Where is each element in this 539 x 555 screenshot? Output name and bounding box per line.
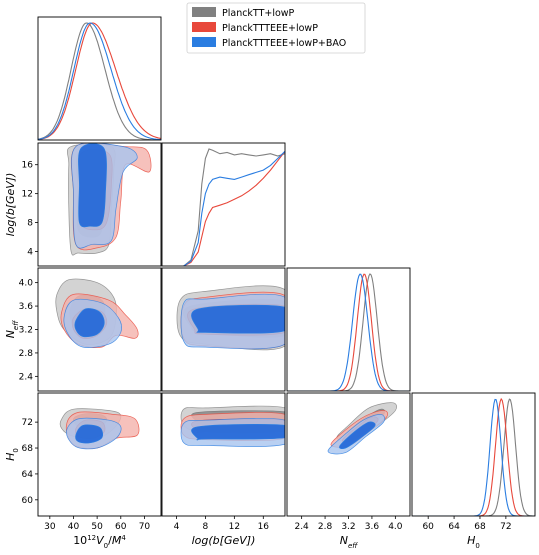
contour-1sigma-planckttteee-lowp-bao xyxy=(191,304,285,334)
panel-frame-0-0 xyxy=(37,16,162,141)
marginal-curve-plancktt-lowp xyxy=(183,148,285,266)
x-tick-label-V0: 30 xyxy=(44,522,56,532)
x-tick-label-logb: 16 xyxy=(258,522,270,532)
contour-panel-logb-Neff xyxy=(176,285,285,351)
y-tick-label-H0: 64 xyxy=(22,470,34,480)
contour-panel-logb-H0 xyxy=(180,405,285,447)
y-tick-label-Neff: 2.8 xyxy=(19,349,34,359)
contour-1sigma-planckttteee-lowp-bao xyxy=(78,143,107,228)
contour-1sigma-planckttteee-lowp-bao xyxy=(74,308,105,338)
x-tick-label-Neff: 3.6 xyxy=(365,522,380,532)
contour-1sigma-planckttteee-lowp-bao xyxy=(191,424,285,441)
x-axis-label-V0: 1012V0/M4 xyxy=(73,534,126,550)
panel-frame-3-3 xyxy=(411,392,536,517)
legend-label-plancktt-lowp: PlanckTT+lowP xyxy=(222,8,295,19)
y-axis-label-logb: log(b[GeV]) xyxy=(4,173,17,237)
marginal-curve-plancktt-lowp xyxy=(412,398,535,516)
x-axis-label-Neff: Neff xyxy=(340,534,359,550)
y-tick-label-H0: 72 xyxy=(22,418,33,428)
marginal-panel-logb xyxy=(183,148,285,266)
legend-label-planckttteee-lowp: PlanckTTTEEE+lowP xyxy=(222,23,318,34)
legend-box xyxy=(186,2,366,54)
panel-frame-2-2 xyxy=(286,267,411,392)
marginal-curve-plancktt-lowp xyxy=(38,22,161,140)
x-tick-label-Neff: 4.0 xyxy=(388,522,403,532)
x-tick-label-logb: 8 xyxy=(203,522,209,532)
y-tick-label-Neff: 2.4 xyxy=(19,372,34,382)
y-tick-label-logb: 8 xyxy=(27,219,33,229)
marginal-panel-V0 xyxy=(38,22,161,140)
x-tick-label-logb: 4 xyxy=(174,522,180,532)
y-tick-label-Neff: 4.0 xyxy=(19,279,34,289)
y-tick-label-logb: 16 xyxy=(22,161,34,171)
contour-1sigma-planckttteee-lowp-bao xyxy=(75,424,103,444)
y-axis-label-Neff: Neff xyxy=(4,320,20,339)
legend-swatch-planckttteee-lowp xyxy=(192,22,216,32)
x-tick-label-H0: 72 xyxy=(500,522,511,532)
marginal-curve-planckttteee-lowp-bao xyxy=(38,22,161,140)
panel-frame-1-2 xyxy=(161,267,286,392)
panel-frame-0-3 xyxy=(37,392,162,517)
x-tick-label-V0: 50 xyxy=(91,522,103,532)
marginal-curve-planckttteee-lowp xyxy=(38,22,161,140)
y-tick-label-logb: 12 xyxy=(22,190,33,200)
x-tick-label-H0: 60 xyxy=(422,522,434,532)
x-tick-label-H0: 64 xyxy=(448,522,460,532)
x-tick-label-Neff: 2.8 xyxy=(318,522,333,532)
marginal-curve-plancktt-lowp xyxy=(287,273,410,391)
x-axis-label-H0: H0 xyxy=(467,534,480,550)
marginal-panel-H0 xyxy=(412,397,535,516)
marginal-curve-planckttteee-lowp xyxy=(412,397,535,516)
x-tick-label-V0: 70 xyxy=(139,522,151,532)
contour-panel-V0-logb xyxy=(66,143,152,256)
marginal-curve-planckttteee-lowp-bao xyxy=(183,150,285,266)
y-tick-label-Neff: 3.6 xyxy=(19,302,34,312)
marginal-curve-planckttteee-lowp xyxy=(183,150,285,266)
marginal-curve-planckttteee-lowp-bao xyxy=(287,273,410,391)
contour-1sigma-planckttteee-lowp-bao xyxy=(339,421,376,450)
y-tick-label-Neff: 3.2 xyxy=(19,326,33,336)
x-tick-label-Neff: 3.2 xyxy=(341,522,355,532)
contour-panel-Neff-H0 xyxy=(327,402,398,455)
x-tick-label-logb: 12 xyxy=(229,522,240,532)
marginal-curve-planckttteee-lowp xyxy=(287,273,410,391)
legend-swatch-plancktt-lowp xyxy=(192,7,216,17)
y-tick-label-H0: 60 xyxy=(22,496,34,506)
legend-label-planckttteee-lowp-bao: PlanckTTTEEE+lowP+BAO xyxy=(222,38,346,49)
panel-frame-1-3 xyxy=(161,392,286,517)
marginal-panel-Neff xyxy=(287,273,410,391)
contour-panel-V0-Neff xyxy=(55,278,139,348)
contour-panel-V0-H0 xyxy=(59,408,140,450)
x-tick-label-H0: 68 xyxy=(474,522,486,532)
panel-frame-1-1 xyxy=(161,142,286,267)
legend-swatch-planckttteee-lowp-bao xyxy=(192,37,216,47)
y-axis-label-H0: H0 xyxy=(4,448,20,461)
x-tick-label-V0: 40 xyxy=(68,522,80,532)
y-tick-label-logb: 4 xyxy=(27,248,33,258)
y-tick-label-H0: 68 xyxy=(22,444,34,454)
x-axis-label-logb: log(b[GeV]) xyxy=(192,534,256,547)
x-tick-label-Neff: 2.4 xyxy=(294,522,309,532)
x-tick-label-V0: 60 xyxy=(115,522,127,532)
panel-frame-0-1 xyxy=(37,142,162,267)
legend: PlanckTT+lowP PlanckTTTEEE+lowP PlanckTTTE… xyxy=(186,2,366,54)
